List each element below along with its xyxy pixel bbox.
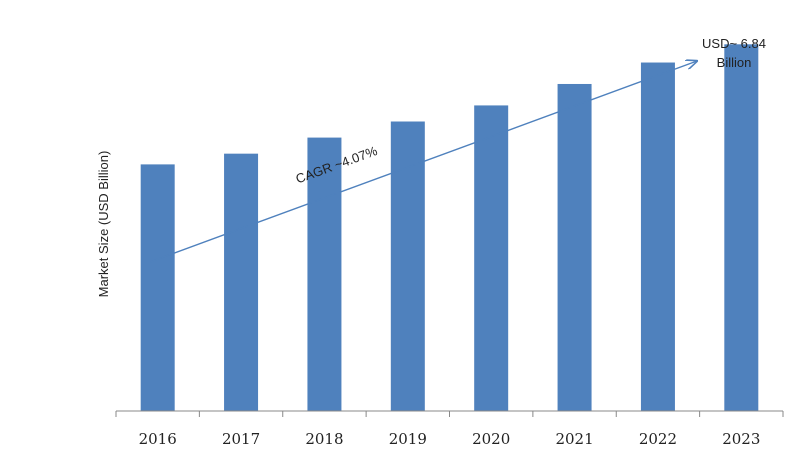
bar-2018 [307,137,342,412]
x-tick-label-2016: 2016 [139,430,177,448]
bar-2020 [474,105,509,412]
bar-2017 [224,153,259,411]
bar-2021 [557,83,592,411]
bar-2023 [724,44,759,412]
end-value-annotation-line1: USD~ 6.84 [702,36,766,51]
end-value-annotation-line2: Billion [717,55,752,70]
x-axis-tick-labels: 2016 2017 2018 2019 2020 2021 2022 2023 [139,430,761,448]
x-tick-label-2017: 2017 [222,430,260,448]
bar-2016 [140,164,175,411]
y-axis-label: Market Size (USD Billion) [96,151,111,298]
x-tick-label-2018: 2018 [305,430,343,448]
cagr-arrow [149,61,697,263]
bars-group [140,44,759,412]
x-axis-ticks [115,411,784,417]
bar-2019 [390,121,425,411]
x-tick-label-2021: 2021 [555,430,593,448]
x-tick-label-2019: 2019 [389,430,427,448]
bar-2022 [640,62,675,412]
x-tick-label-2020: 2020 [472,430,510,448]
x-tick-label-2023: 2023 [722,430,760,448]
x-tick-label-2022: 2022 [639,430,677,448]
